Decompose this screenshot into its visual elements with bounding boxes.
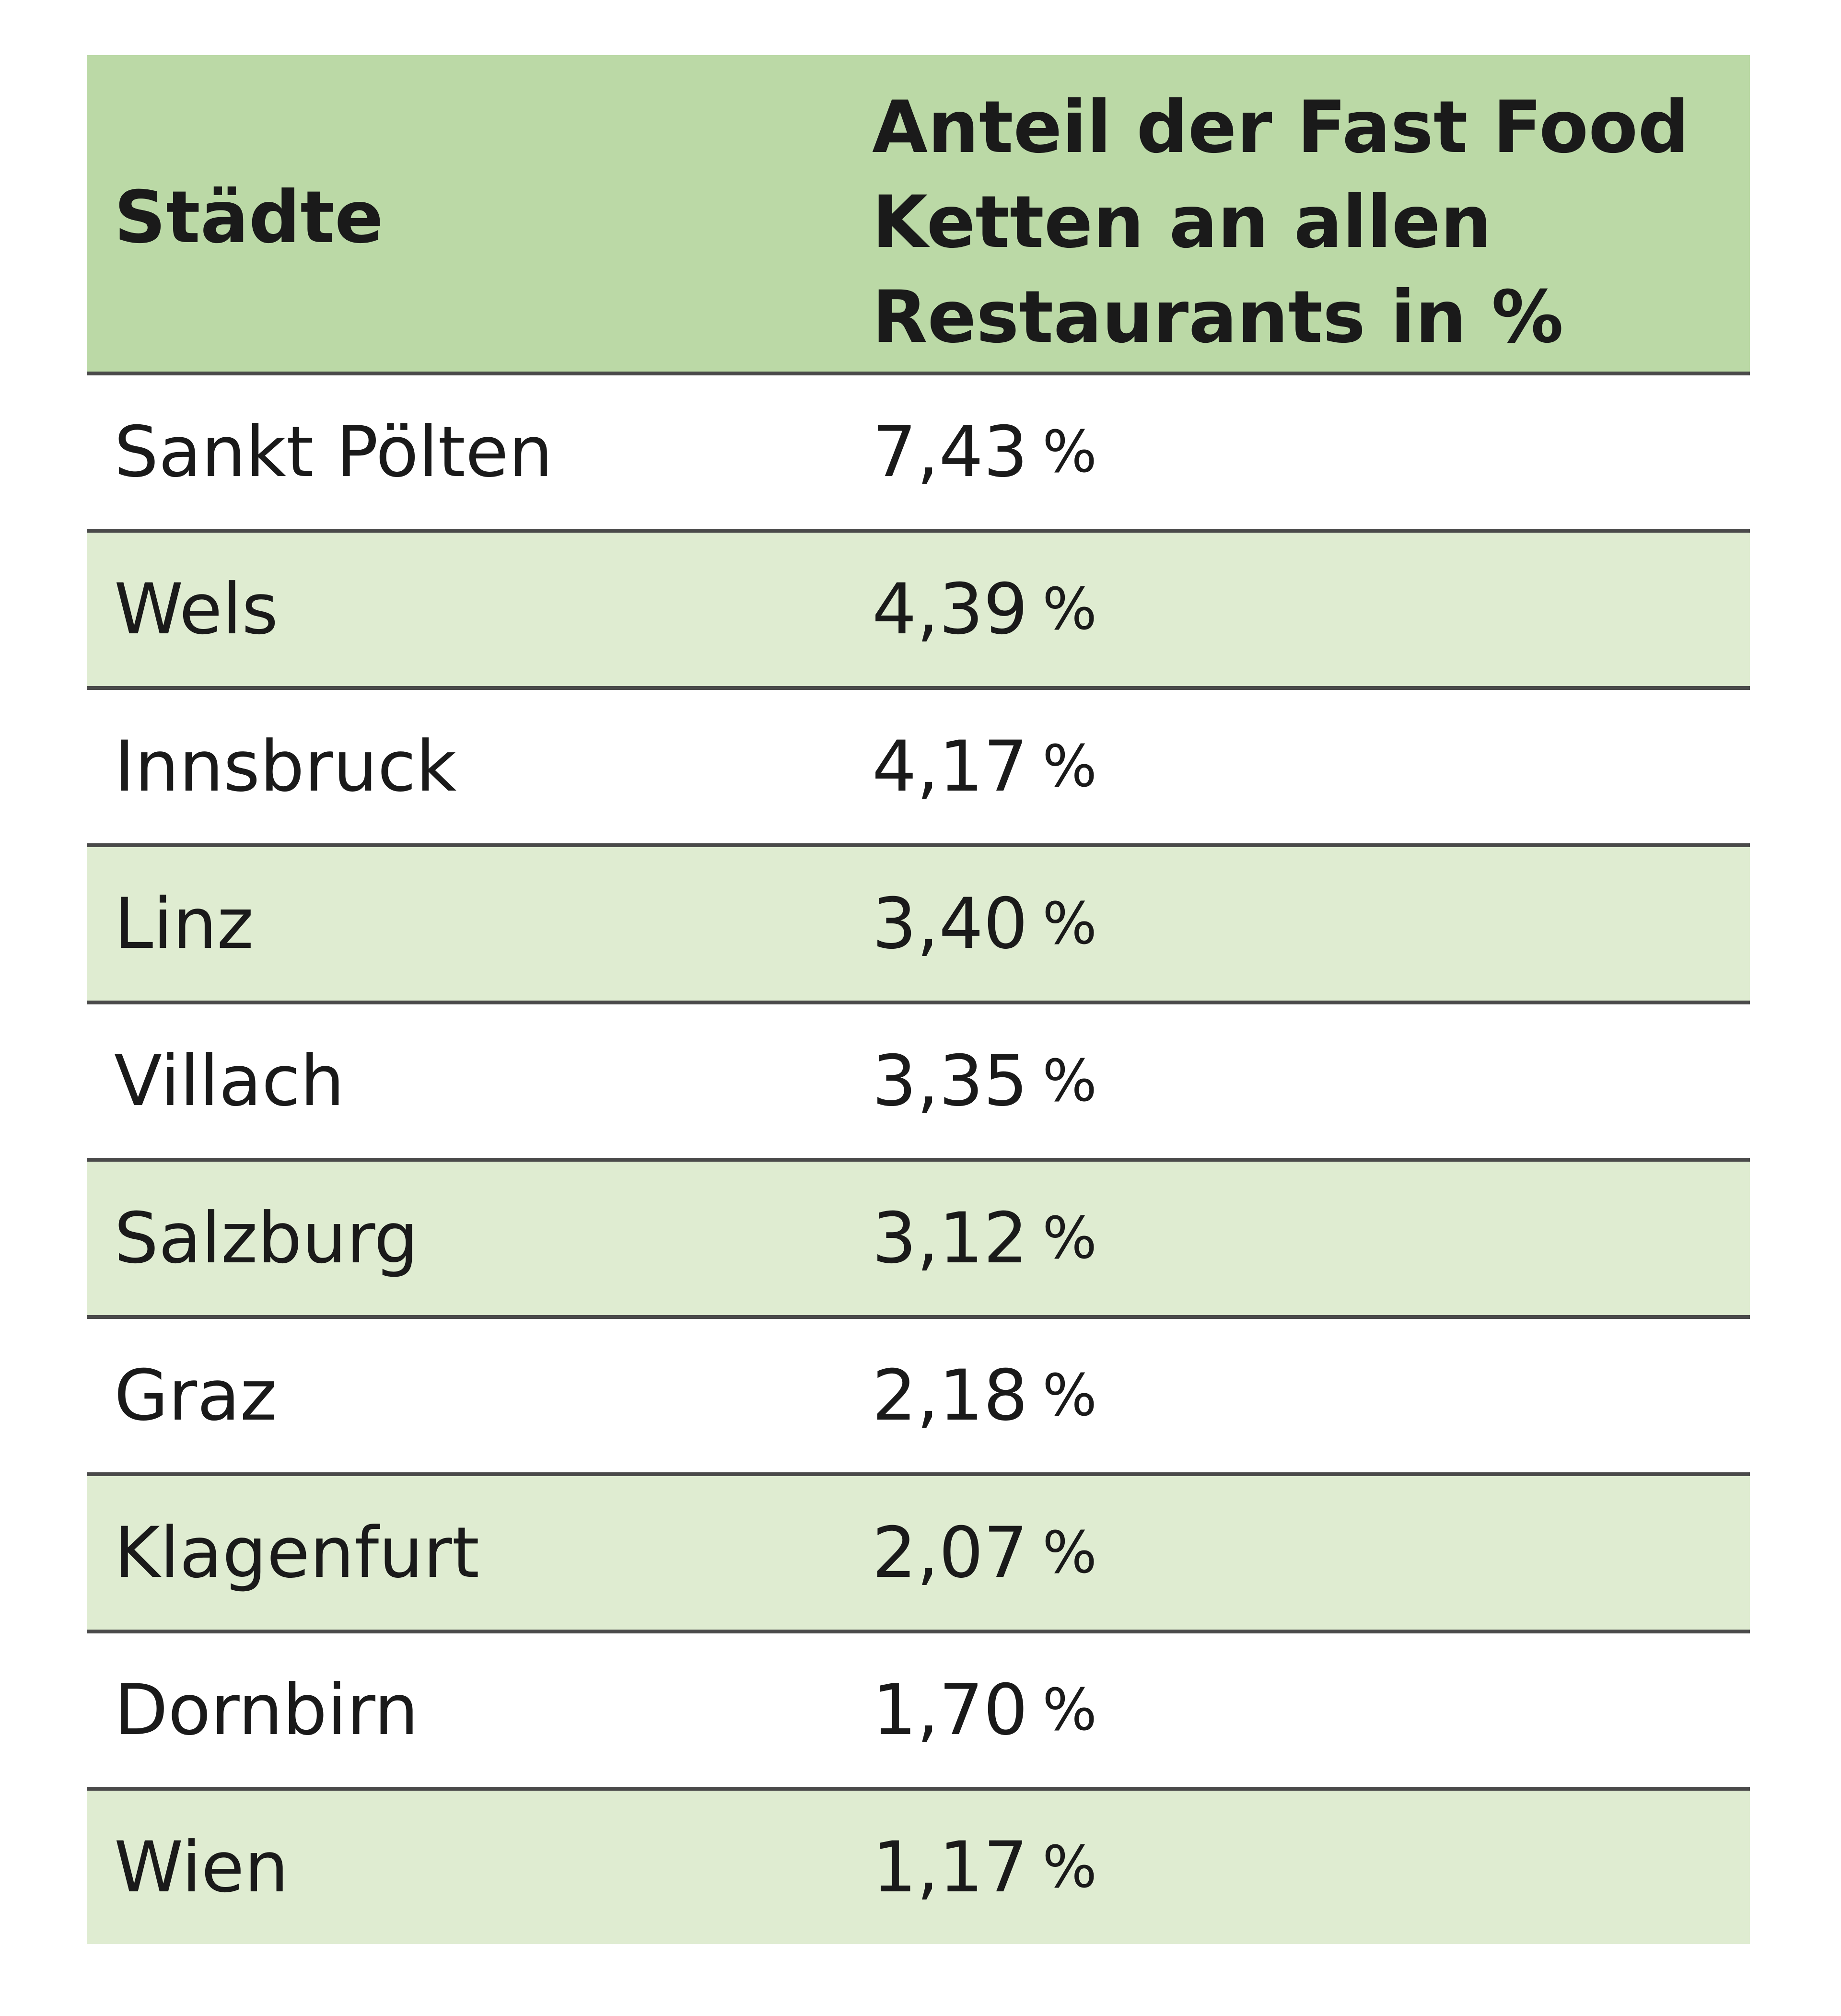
share-value: 3,12 <box>872 1198 1028 1279</box>
percent-unit: % <box>1042 1205 1097 1272</box>
table-row: Salzburg 3,12% <box>87 1162 1750 1319</box>
share-value: 3,40 <box>872 883 1028 965</box>
share-value: 4,39 <box>872 569 1028 650</box>
percent-unit: % <box>1042 576 1097 643</box>
share-value: 4,17 <box>872 726 1028 807</box>
table-row: Innsbruck 4,17% <box>87 690 1750 847</box>
percent-unit: % <box>1042 890 1097 957</box>
city-name: Salzburg <box>114 1198 419 1279</box>
table-row: Villach 3,35% <box>87 1004 1750 1162</box>
percent-unit: % <box>1042 1834 1097 1901</box>
table-row: Wien 1,17% <box>87 1791 1750 1944</box>
percent-unit: % <box>1042 1362 1097 1429</box>
percent-unit: % <box>1042 1677 1097 1744</box>
table-row: Wels 4,39% <box>87 533 1750 690</box>
city-name: Sankt Pölten <box>114 411 553 493</box>
table-row: Linz 3,40% <box>87 847 1750 1004</box>
header-city-label: Städte <box>114 176 384 259</box>
city-name: Klagenfurt <box>114 1512 480 1594</box>
percent-unit: % <box>1042 419 1097 486</box>
city-name: Graz <box>114 1355 277 1436</box>
table-row: Graz 2,18% <box>87 1319 1750 1476</box>
city-name: Villach <box>114 1040 345 1122</box>
percent-unit: % <box>1042 1048 1097 1115</box>
share-value: 1,17 <box>872 1827 1028 1908</box>
share-value: 1,70 <box>872 1669 1028 1751</box>
share-value: 7,43 <box>872 411 1028 493</box>
fast-food-share-table: Städte Anteil der Fast Food Ketten an al… <box>87 55 1750 1944</box>
city-name: Wien <box>114 1827 289 1908</box>
share-value: 3,35 <box>872 1040 1028 1122</box>
header-city: Städte <box>87 55 872 372</box>
table-row: Klagenfurt 2,07% <box>87 1476 1750 1633</box>
city-name: Innsbruck <box>114 726 457 807</box>
city-name: Wels <box>114 569 279 650</box>
city-name: Dornbirn <box>114 1669 419 1751</box>
share-value: 2,18 <box>872 1355 1028 1436</box>
header-share: Anteil der Fast Food Ketten an allen Res… <box>872 55 1750 372</box>
share-value: 2,07 <box>872 1512 1028 1594</box>
percent-unit: % <box>1042 1519 1097 1586</box>
city-name: Linz <box>114 883 254 965</box>
table-header: Städte Anteil der Fast Food Ketten an al… <box>87 55 1750 375</box>
header-share-label: Anteil der Fast Food Ketten an allen Res… <box>872 86 1690 359</box>
table-row: Dornbirn 1,70% <box>87 1633 1750 1791</box>
percent-unit: % <box>1042 733 1097 800</box>
table-row: Sankt Pölten 7,43% <box>87 375 1750 533</box>
